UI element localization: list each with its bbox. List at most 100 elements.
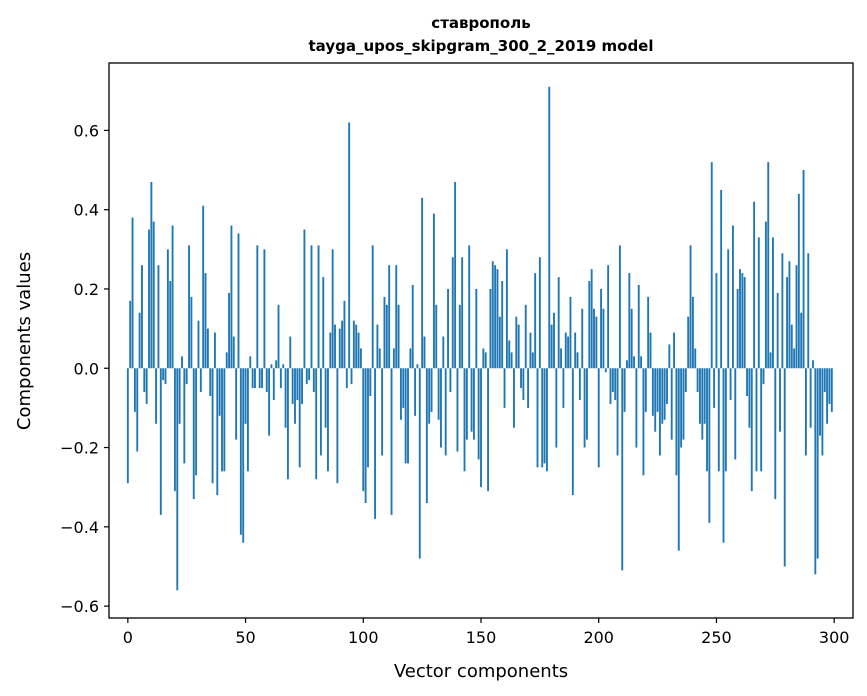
bar-component-119 — [407, 368, 409, 464]
bar-component-25 — [185, 368, 188, 385]
bar-component-204 — [607, 265, 610, 369]
bar-component-28 — [192, 368, 195, 500]
bar-component-221 — [647, 296, 650, 369]
bar-component-7 — [143, 368, 146, 393]
bar-component-106 — [376, 324, 379, 369]
bar-component-69 — [289, 336, 292, 369]
bar-component-146 — [470, 368, 473, 432]
bar-component-286 — [800, 312, 803, 369]
bar-component-161 — [505, 249, 508, 369]
bar-component-6 — [141, 265, 143, 369]
bar-component-186 — [564, 332, 567, 369]
bar-component-120 — [409, 348, 412, 369]
bar-component-236 — [682, 368, 685, 440]
bar-component-152 — [484, 352, 487, 369]
bar-component-56 — [258, 368, 261, 389]
bar-component-140 — [456, 368, 459, 452]
bar-component-165 — [515, 316, 518, 369]
bar-component-109 — [383, 296, 386, 369]
bar-component-98 — [357, 332, 360, 369]
bar-component-115 — [397, 304, 400, 369]
bar-component-76 — [305, 368, 308, 385]
y-tick-label: 0.2 — [74, 280, 99, 299]
bar-component-280 — [786, 277, 789, 369]
bar-component-111 — [388, 265, 391, 369]
bar-component-55 — [256, 245, 259, 369]
bar-component-224 — [654, 368, 657, 432]
bar-component-279 — [783, 368, 786, 567]
bar-component-284 — [795, 265, 798, 369]
bar-component-205 — [609, 368, 612, 404]
bar-component-220 — [644, 368, 647, 412]
bar-component-134 — [442, 336, 445, 369]
bar-component-59 — [265, 368, 268, 393]
bar-component-101 — [364, 368, 367, 504]
bar-component-251 — [717, 368, 720, 472]
bar-component-145 — [468, 245, 471, 369]
bar-component-160 — [503, 368, 506, 408]
bar-component-136 — [447, 288, 449, 369]
bar-component-44 — [230, 225, 233, 369]
y-axis-ticks: −0.6 −0.4 −0.2 0.0 0.2 0.4 0.6 — [60, 121, 109, 616]
bar-component-179 — [548, 86, 551, 369]
bar-component-187 — [567, 336, 570, 369]
bar-component-12 — [155, 368, 158, 424]
bar-component-210 — [621, 368, 624, 571]
bar-component-175 — [538, 257, 541, 369]
bar-component-293 — [816, 368, 819, 559]
bar-component-184 — [560, 348, 562, 369]
bar-component-61 — [270, 364, 273, 369]
bar-component-79 — [312, 368, 315, 393]
bar-component-166 — [517, 324, 520, 369]
bar-component-144 — [465, 368, 468, 440]
bar-component-9 — [148, 229, 150, 369]
bar-component-174 — [536, 368, 539, 468]
bar-component-53 — [251, 368, 254, 389]
bar-component-45 — [232, 336, 235, 369]
bar-component-227 — [661, 368, 664, 424]
bar-component-75 — [303, 229, 306, 369]
y-axis-label: Components values — [14, 252, 35, 430]
bar-component-147 — [472, 368, 475, 440]
bar-component-164 — [513, 368, 515, 428]
bar-component-206 — [611, 368, 614, 393]
bar-component-214 — [630, 308, 633, 369]
bar-component-159 — [501, 281, 504, 369]
bar-component-40 — [221, 368, 223, 472]
bar-component-2 — [131, 217, 134, 369]
bar-component-84 — [324, 368, 327, 428]
bar-series — [126, 86, 833, 591]
bar-component-121 — [411, 285, 414, 369]
bar-component-266 — [753, 201, 756, 369]
bar-component-42 — [225, 352, 228, 369]
bar-component-72 — [296, 368, 299, 400]
bar-component-256 — [729, 368, 732, 400]
bar-component-128 — [428, 368, 431, 424]
bar-component-95 — [350, 368, 353, 385]
bar-component-223 — [651, 368, 654, 416]
bar-component-54 — [254, 368, 256, 389]
bar-component-0 — [126, 368, 129, 484]
bar-component-265 — [750, 368, 753, 492]
bar-component-168 — [522, 368, 525, 400]
bar-component-257 — [731, 225, 734, 369]
bar-component-200 — [597, 368, 600, 468]
bar-component-36 — [211, 368, 214, 484]
bar-component-102 — [367, 368, 369, 468]
bar-component-60 — [268, 368, 271, 436]
bar-component-149 — [477, 368, 480, 460]
bar-component-297 — [826, 368, 829, 424]
x-tick-label: 300 — [819, 628, 850, 647]
bar-component-292 — [814, 368, 817, 575]
bar-component-77 — [308, 368, 311, 381]
bar-component-29 — [195, 368, 198, 476]
bar-component-219 — [642, 368, 645, 476]
y-tick-label: −0.4 — [60, 518, 99, 537]
bar-component-183 — [557, 277, 560, 369]
bar-component-253 — [722, 368, 725, 543]
x-tick-label: 100 — [348, 628, 379, 647]
bar-component-263 — [746, 368, 748, 396]
bar-component-260 — [739, 269, 741, 369]
bar-component-216 — [635, 368, 638, 448]
bar-component-261 — [741, 273, 744, 369]
